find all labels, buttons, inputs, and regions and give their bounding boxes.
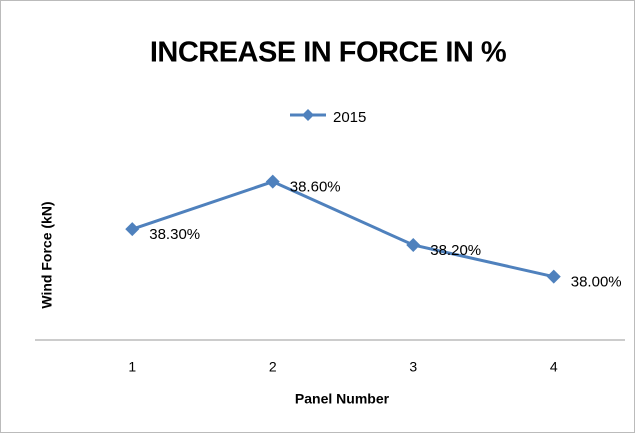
x-tick-label: 4 <box>550 359 558 375</box>
data-label: 38.30% <box>149 226 200 243</box>
data-label: 38.00% <box>571 274 622 291</box>
x-tick-label: 3 <box>409 359 417 375</box>
data-point <box>546 269 561 284</box>
data-point <box>265 174 280 189</box>
data-label: 38.60% <box>290 179 341 196</box>
data-point <box>125 222 140 237</box>
chart-title: INCREASE IN FORCE IN % <box>150 37 507 69</box>
data-line <box>131 180 555 279</box>
data-label: 38.20% <box>430 242 481 259</box>
legend-marker <box>302 109 314 121</box>
x-axis-label: Panel Number <box>295 391 390 407</box>
legend-label: 2015 <box>333 109 366 126</box>
x-tick-label: 2 <box>269 359 277 375</box>
x-tick-label: 1 <box>128 359 136 375</box>
y-axis-label: Wind Force (kN) <box>39 201 55 308</box>
data-point <box>406 238 421 252</box>
